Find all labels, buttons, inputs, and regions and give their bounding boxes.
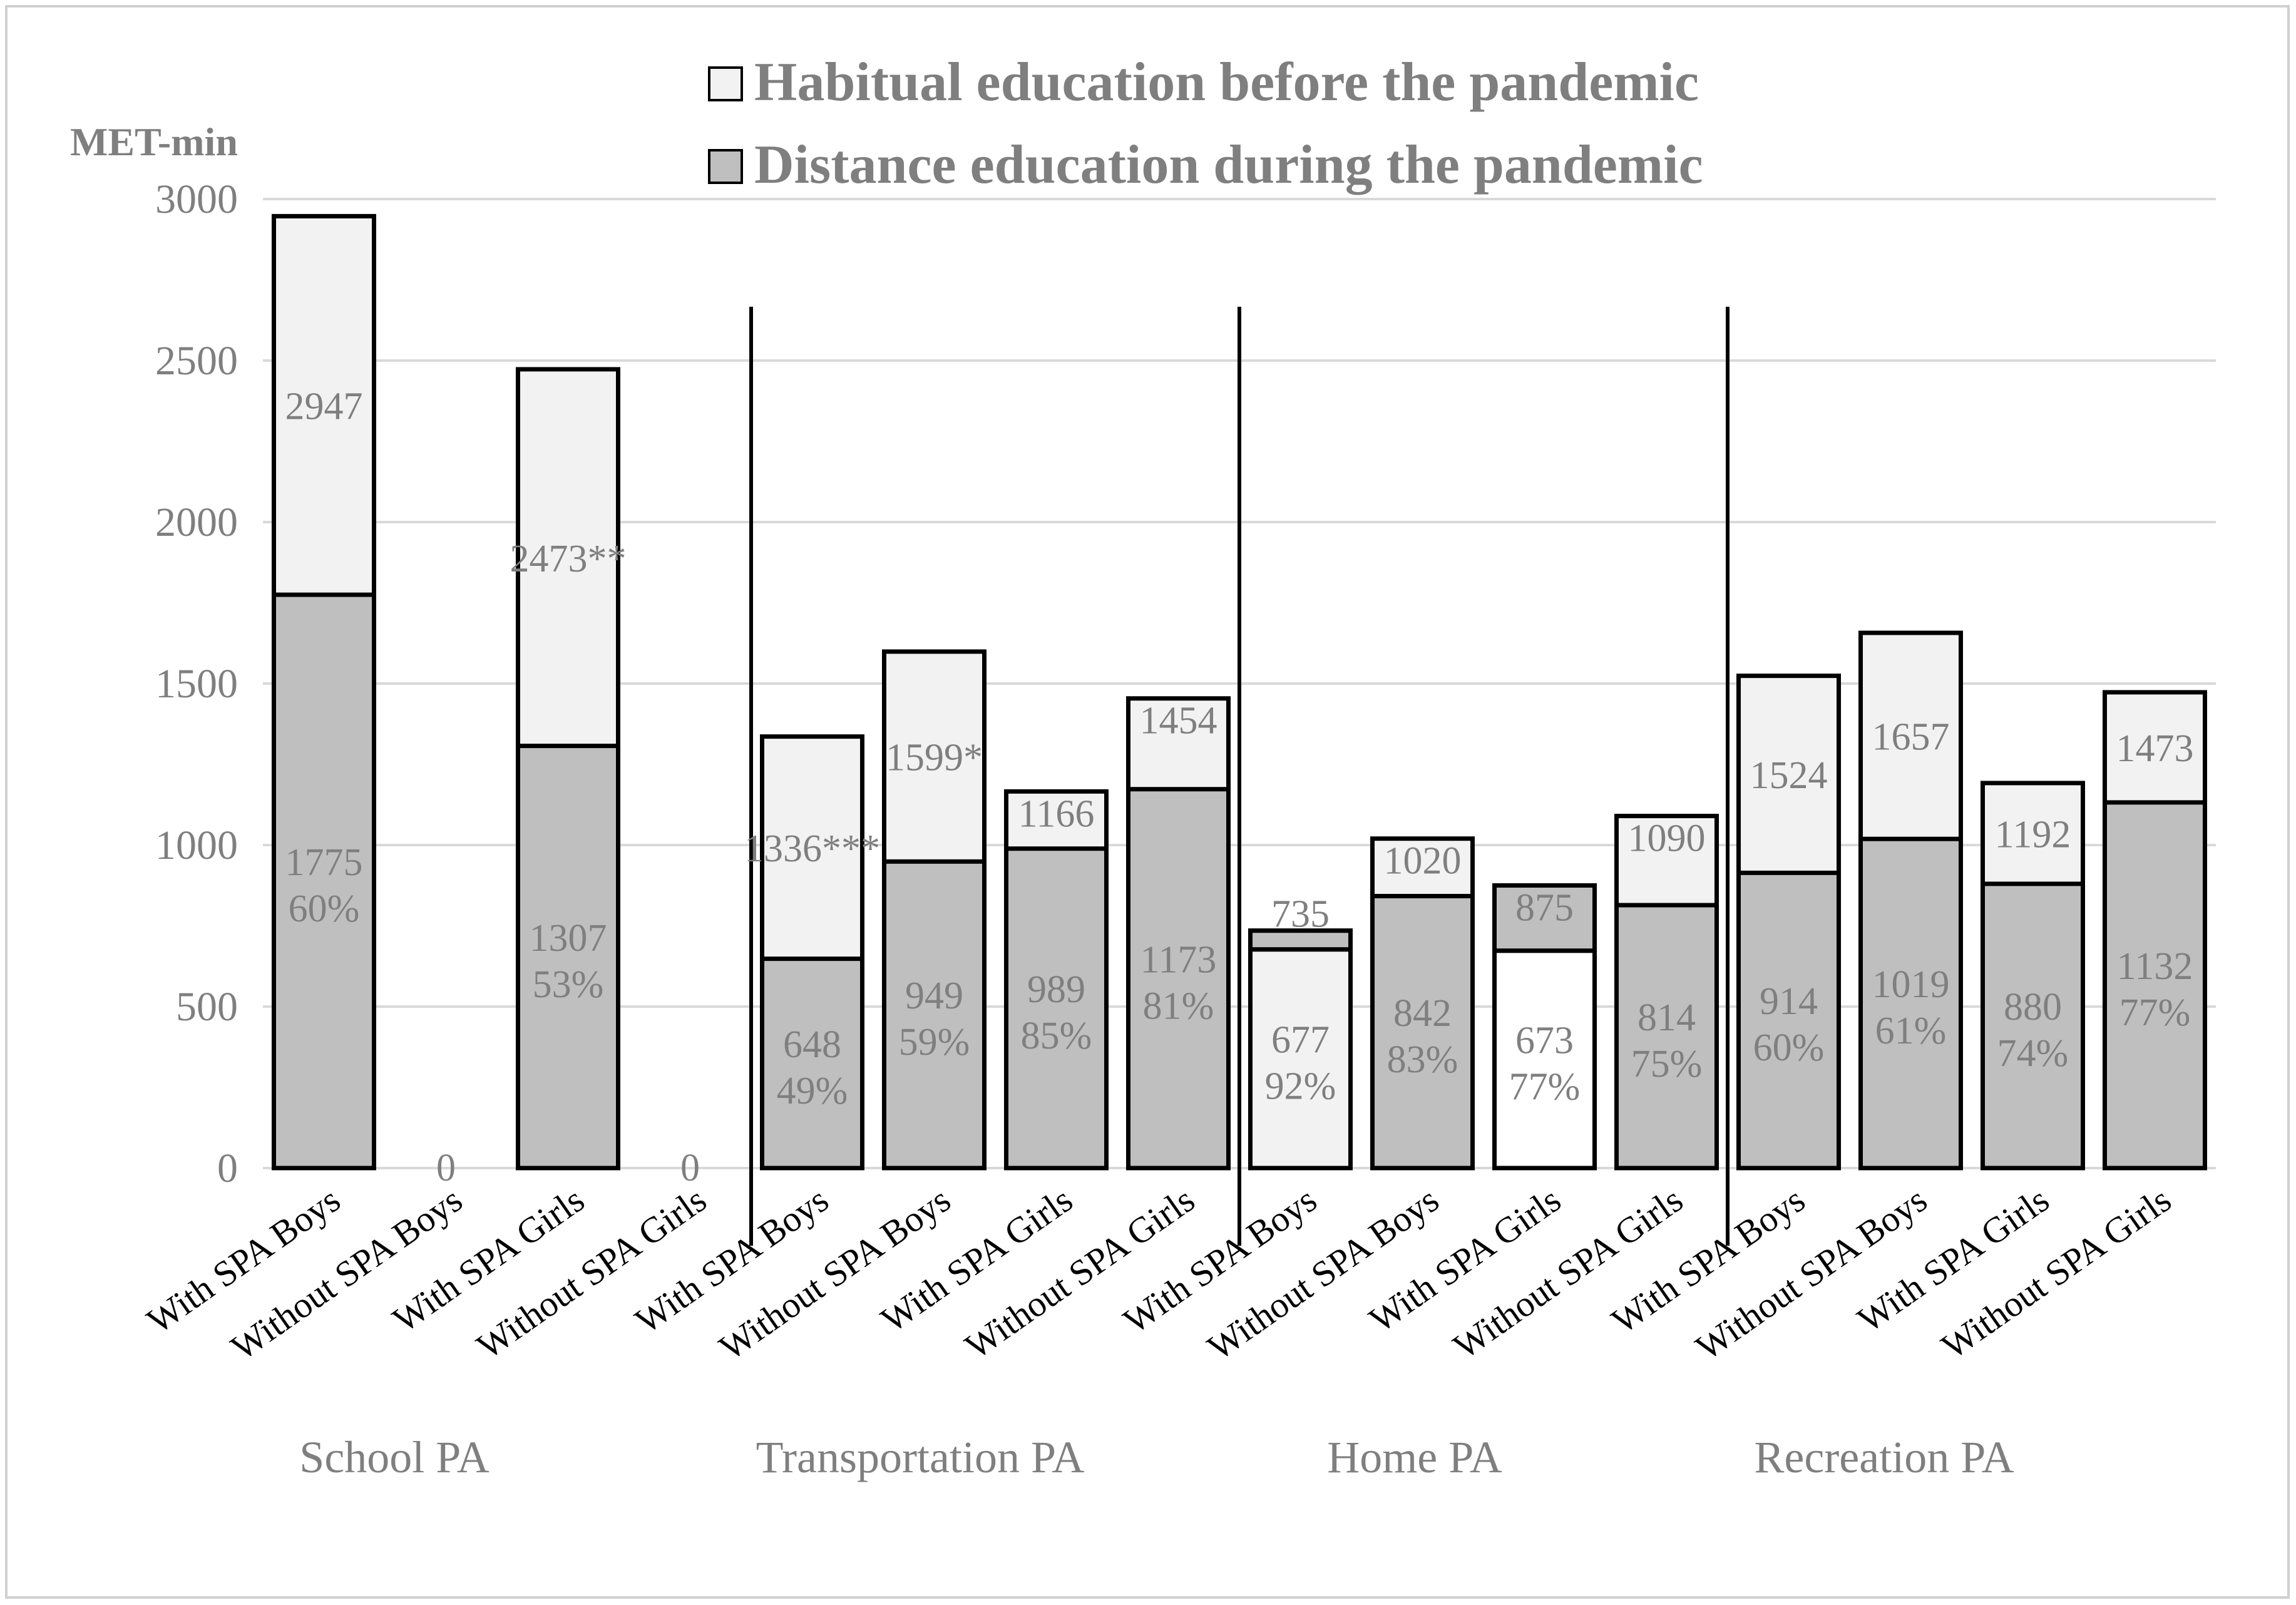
data-label-habitual-9: 1020 xyxy=(1384,840,1462,883)
bar-distance-4 xyxy=(760,956,864,1171)
data-label-distance-14: 880 xyxy=(2004,986,2062,1028)
group-labels: School PA Transportation PA Home PA Recreat… xyxy=(299,1432,2014,1482)
data-label-distance-10: 673 xyxy=(1515,1019,1574,1062)
y-tick-label-1500: 1500 xyxy=(155,661,238,707)
bar-distance-2 xyxy=(516,744,620,1171)
data-label-habitual-0: 2947 xyxy=(285,386,363,428)
legend-swatch-distance xyxy=(708,149,743,184)
data-label-percent-14: 74% xyxy=(1997,1032,2069,1075)
bar-distance-7 xyxy=(1126,787,1231,1171)
data-label-distance-11: 814 xyxy=(1637,997,1696,1039)
bar-habitual-top-8 xyxy=(1248,928,1353,952)
legend: Habitual education before the pandemic D… xyxy=(708,52,1703,195)
bar-distance-9 xyxy=(1370,894,1475,1171)
bar-distance-0 xyxy=(272,592,376,1171)
group-label-3: Recreation PA xyxy=(1754,1432,2014,1482)
bar-habitual-top-10 xyxy=(1492,883,1597,953)
data-label-distance-0: 1775 xyxy=(285,841,363,884)
bars xyxy=(272,213,2207,1171)
y-tick-label-3000: 3000 xyxy=(155,177,238,222)
group-label-2: Home PA xyxy=(1327,1432,1502,1482)
data-labels: 2947177560%02473**130753%01336***64849%1… xyxy=(285,386,2194,1189)
data-label-habitual-8: 735 xyxy=(1271,893,1330,936)
data-label-distance-4: 648 xyxy=(783,1023,841,1066)
legend-swatch-habitual xyxy=(708,66,743,101)
bar-distance-11 xyxy=(1614,903,1719,1171)
legend-label-habitual: Habitual education before the pandemic xyxy=(754,52,1699,113)
data-label-percent-8: 92% xyxy=(1265,1065,1336,1107)
data-label-habitual-11: 1090 xyxy=(1628,818,1706,860)
data-label-percent-11: 75% xyxy=(1631,1043,1703,1085)
data-label-habitual-13: 1657 xyxy=(1872,716,1950,759)
data-label-percent-12: 60% xyxy=(1753,1027,1825,1069)
group-label-0: School PA xyxy=(299,1432,489,1482)
data-label-distance-12: 914 xyxy=(1760,980,1818,1023)
data-label-percent-13: 61% xyxy=(1875,1010,1947,1052)
bar-distance-15 xyxy=(2103,800,2207,1171)
y-axis-label: MET-min xyxy=(70,120,238,164)
data-label-percent-10: 77% xyxy=(1509,1065,1581,1108)
data-label-distance-8: 677 xyxy=(1271,1018,1330,1061)
data-label-percent-5: 59% xyxy=(899,1021,970,1064)
bar-distance-12 xyxy=(1736,870,1841,1171)
data-label-habitual-12: 1524 xyxy=(1750,754,1828,797)
bar-distance-5 xyxy=(882,859,987,1171)
bar-distance-14 xyxy=(1981,881,2085,1171)
group-label-1: Transportation PA xyxy=(756,1432,1085,1482)
data-label-habitual-5: 1599* xyxy=(886,737,983,779)
data-label-distance-2: 1307 xyxy=(530,917,607,960)
data-label-percent-0: 60% xyxy=(289,888,360,930)
data-label-percent-7: 81% xyxy=(1143,985,1214,1027)
data-label-habitual-4: 1336*** xyxy=(744,828,880,870)
data-label-percent-2: 53% xyxy=(533,963,604,1006)
data-label-distance-7: 1173 xyxy=(1140,938,1217,981)
y-tick-label-1000: 1000 xyxy=(155,823,238,868)
data-label-habitual-7: 1454 xyxy=(1140,700,1217,742)
data-label-percent-15: 77% xyxy=(2119,992,2191,1034)
data-label-habitual-6: 1166 xyxy=(1018,792,1095,835)
y-axis-ticks: 0 500 1000 1500 2000 2500 3000 xyxy=(155,177,238,1191)
x-tick-label-15: Without SPA Girls xyxy=(1934,1179,2178,1367)
data-label-habitual-1: 0 xyxy=(436,1147,456,1189)
data-label-habitual-10: 875 xyxy=(1515,887,1574,930)
data-label-distance-13: 1019 xyxy=(1872,963,1950,1006)
data-label-habitual-2: 2473** xyxy=(510,538,627,580)
data-label-distance-15: 1132 xyxy=(2117,945,2193,988)
data-label-percent-4: 49% xyxy=(777,1070,848,1112)
data-label-distance-6: 989 xyxy=(1027,968,1085,1011)
data-label-distance-9: 842 xyxy=(1393,992,1452,1035)
x-tick-label-3: Without SPA Girls xyxy=(469,1179,714,1367)
bar-distance-6 xyxy=(1004,846,1109,1171)
x-tick-label-7: Without SPA Girls xyxy=(958,1179,1202,1367)
data-label-percent-9: 83% xyxy=(1387,1038,1458,1081)
y-tick-label-0: 0 xyxy=(217,1146,238,1191)
y-tick-label-2000: 2000 xyxy=(155,500,238,545)
group-separators xyxy=(749,307,1730,1246)
y-tick-label-2500: 2500 xyxy=(155,338,238,384)
legend-label-distance: Distance education during the pandemic xyxy=(754,135,1703,195)
x-tick-label-11: Without SPA Girls xyxy=(1446,1179,1690,1367)
data-label-distance-5: 949 xyxy=(905,975,963,1017)
y-tick-label-500: 500 xyxy=(176,984,238,1030)
data-label-habitual-14: 1192 xyxy=(1995,813,2071,856)
data-label-habitual-3: 0 xyxy=(680,1147,700,1189)
data-label-habitual-15: 1473 xyxy=(2116,727,2194,770)
data-label-percent-6: 85% xyxy=(1021,1015,1092,1057)
bar-distance-13 xyxy=(1858,836,1963,1171)
